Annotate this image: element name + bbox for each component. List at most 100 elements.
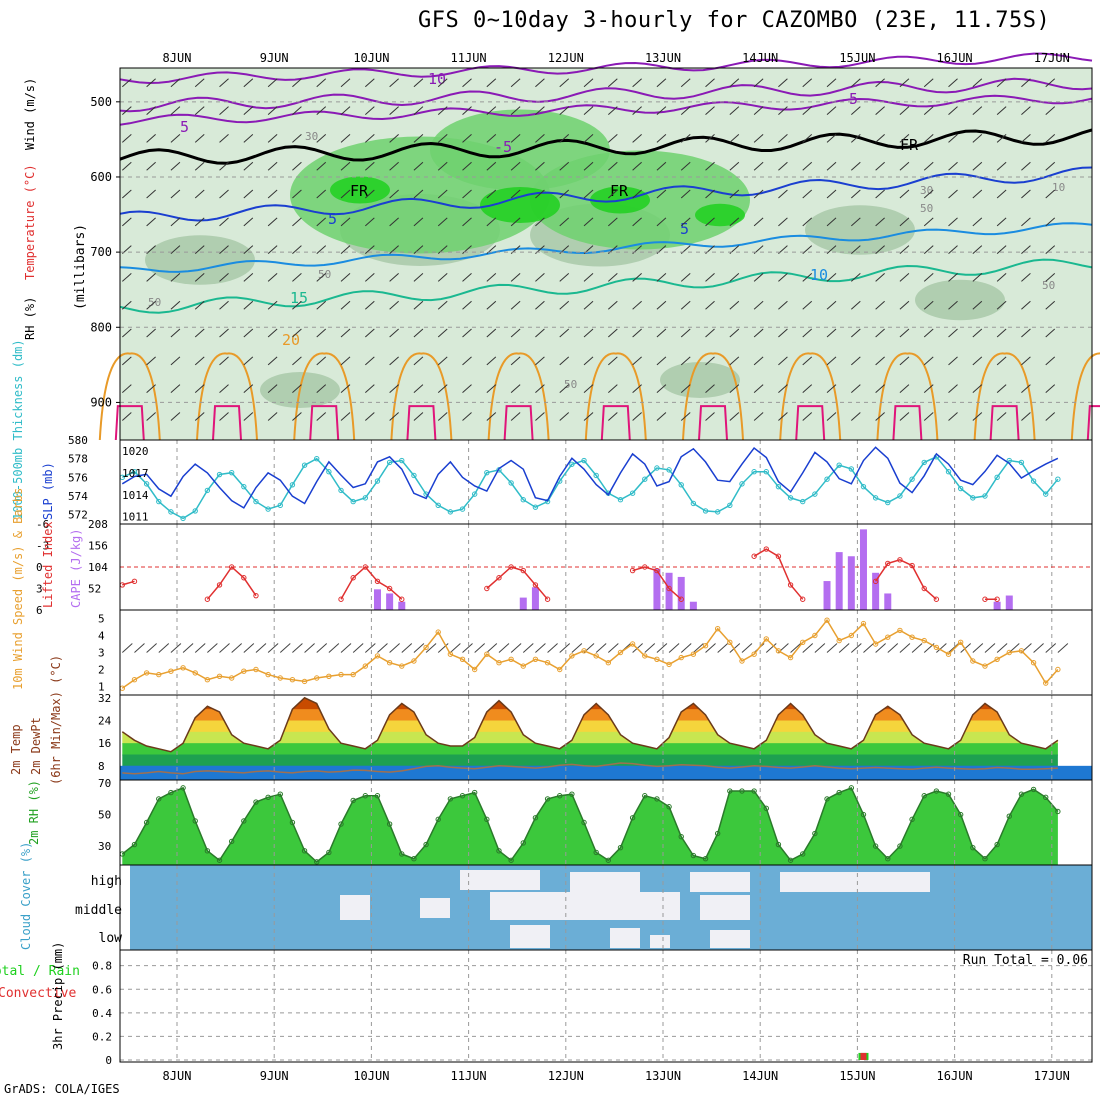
thickness-line-point [739, 481, 745, 487]
wind-barb [875, 134, 885, 143]
precip-convective-label: Convective [0, 986, 76, 1001]
wind-speed-line-point [216, 673, 223, 679]
wind-barb [243, 300, 254, 310]
thickness-line-point [168, 509, 174, 515]
rh-line-point [338, 821, 344, 827]
wind-barb [850, 412, 861, 421]
wind-barb [121, 106, 132, 115]
pressure-axis-label: (millibars) [73, 224, 88, 310]
temperature-color-band [122, 731, 1058, 745]
lifted-index-axis-label: Lifted Index [41, 521, 55, 608]
wind-barb [219, 78, 229, 88]
thickness-line-point [775, 483, 782, 490]
temperature-contour-20 [487, 352, 550, 441]
wind-barb [340, 106, 351, 115]
temperature-color-band [122, 754, 1058, 767]
rh-line-point [921, 793, 927, 799]
wind-speed-line-point [690, 651, 697, 657]
rh-tick-label: 70 [98, 777, 111, 790]
precip-tick-label: 0.4 [92, 1007, 112, 1020]
lifted-index-line-point [350, 575, 356, 581]
wind-barb [194, 273, 205, 282]
wind-speed-line-point [872, 641, 879, 647]
temperature-color-band [122, 709, 1058, 722]
wind-barb [729, 106, 740, 115]
wind-barb [850, 300, 861, 310]
thickness-line-point [520, 497, 526, 503]
rh-line-point [982, 856, 988, 862]
wind-barb [948, 245, 958, 254]
wind-barb [583, 106, 594, 115]
wind-barb [996, 245, 1007, 254]
wind-barb [146, 643, 157, 653]
wind-axis-label: Wind (m/s) [23, 78, 37, 150]
wind-barb [753, 161, 764, 171]
wind-barb [1021, 273, 1031, 282]
wind-barb [462, 106, 472, 115]
wind-barb [182, 643, 194, 653]
wind-barb [243, 643, 255, 653]
rh-line-point [848, 785, 855, 791]
wind-barb [462, 78, 472, 88]
cape-bar [386, 593, 394, 610]
cape-tick-label: 52 [88, 583, 101, 596]
wind-barb [255, 643, 267, 653]
rh-line-point [678, 833, 684, 840]
wind-speed-line-point [168, 668, 174, 674]
wind-barb [559, 106, 570, 115]
wind-barb [705, 384, 715, 394]
wind-barb [996, 384, 1007, 394]
wind-barb [607, 217, 618, 227]
temperature-contour-label: 5 [680, 220, 689, 238]
wind-barb [316, 106, 327, 115]
pressure-tick-label: 500 [90, 95, 112, 109]
lifted-index-line-point [872, 578, 879, 585]
date-label-top: 14JUN [742, 51, 778, 65]
lifted-index-line-point [386, 585, 393, 592]
rh-line-point [508, 857, 514, 863]
wind-speed-line-point [617, 649, 624, 656]
wind-barb [486, 328, 497, 338]
precip-tick-label: 0 [105, 1054, 112, 1067]
wind-speed-line-point [253, 666, 259, 673]
wind-barb [875, 384, 885, 394]
temperature-contour [119, 128, 1093, 165]
rh-contour-label: 50 [564, 378, 577, 391]
thickness-line-point [982, 493, 988, 499]
temperature-contour-label: FR [350, 182, 369, 200]
thickness-line-point [1043, 491, 1049, 497]
lifted-index-line-point [532, 582, 539, 588]
temperature-contour-25 [503, 405, 534, 441]
wind-barb [219, 412, 229, 421]
wind-barb [559, 78, 570, 88]
wind-barb [559, 189, 570, 199]
wind-barb [474, 643, 486, 653]
temp-axis-label: 2m Temp [9, 724, 23, 775]
wind-barb [437, 106, 448, 115]
wind-barb [802, 643, 814, 653]
wind-barb [389, 134, 399, 143]
wind-barb [292, 189, 302, 199]
temperature-contour-20 [584, 352, 647, 441]
wind-barb [948, 78, 958, 88]
wind-barb [462, 356, 472, 366]
cloud-block [570, 872, 640, 894]
thickness-line-point [642, 476, 648, 482]
rh-contour-label: 30 [920, 184, 933, 197]
temperature-contour-20 [779, 352, 842, 441]
wind-barb [462, 217, 472, 227]
temperature-contour-25 [406, 405, 437, 441]
wind-barb [850, 189, 861, 199]
wind-speed-line-point [447, 651, 454, 657]
wind-barb [437, 412, 448, 421]
rh-line-point [435, 816, 441, 823]
rh-tick-label: 30 [98, 840, 111, 853]
wind-speed-line-point [629, 641, 636, 647]
wind-barb [656, 78, 667, 88]
wind-barb [802, 384, 813, 394]
wind-barb [778, 273, 788, 282]
wind-tick-label: 1 [98, 681, 105, 694]
wind-barb [1021, 412, 1031, 421]
wind-barb [972, 134, 983, 143]
wind-barb [413, 412, 424, 421]
